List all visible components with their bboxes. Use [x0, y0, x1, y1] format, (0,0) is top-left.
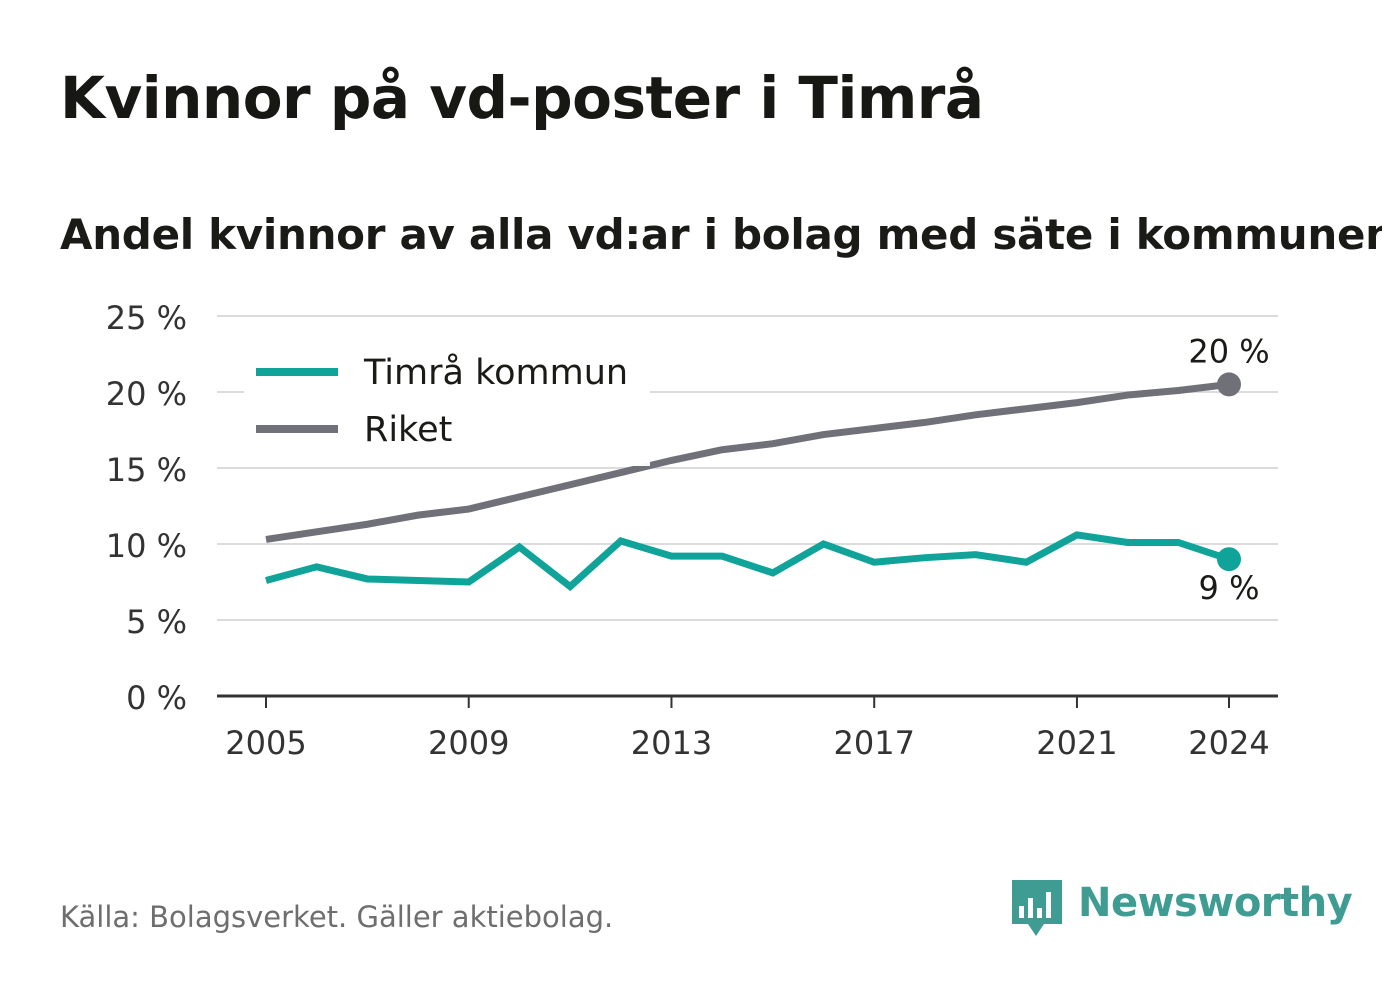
x-tick-label: 2021	[1036, 724, 1117, 762]
chart-subtitle: Andel kvinnor av alla vd:ar i bolag med …	[60, 210, 1382, 259]
end-label-timra: 9 %	[1199, 569, 1260, 607]
newsworthy-logo-icon	[1012, 880, 1062, 936]
series-lines	[265, 372, 1241, 592]
x-tick-label: 2009	[428, 724, 509, 762]
series-line-riket	[265, 380, 1230, 543]
x-tick-label: 2024	[1188, 724, 1269, 762]
source-note: Källa: Bolagsverket. Gäller aktiebolag.	[60, 900, 614, 934]
y-tick-label: 25 %	[106, 299, 187, 337]
chart-title: Kvinnor på vd-poster i Timrå	[60, 64, 984, 132]
x-tick-label: 2005	[225, 724, 306, 762]
y-tick-label: 15 %	[106, 451, 187, 489]
brand-logo[interactable]: Newsworthy	[1010, 878, 1353, 940]
end-point-riket	[1217, 372, 1241, 397]
legend: Timrå kommun Riket	[244, 340, 650, 466]
x-tick-label: 2013	[631, 724, 712, 762]
end-label-riket: 20 %	[1188, 332, 1269, 370]
y-tick-label: 5 %	[126, 603, 187, 641]
x-tick-label: 2017	[833, 724, 914, 762]
y-tick-label: 0 %	[126, 679, 187, 717]
end-labels: 20 % 9 %	[1188, 332, 1269, 607]
legend-label: Timrå kommun	[363, 352, 628, 393]
legend-label: Riket	[364, 410, 452, 450]
end-point-timra	[1217, 547, 1241, 572]
brand-name: Newsworthy	[1078, 880, 1353, 926]
y-tick-label: 20 %	[106, 375, 187, 413]
series-line-timra	[265, 531, 1231, 592]
x-axis: 2005 2009 2013 2017 2021 2024	[217, 694, 1278, 762]
y-axis-ticks: 0 % 5 % 10 % 15 % 20 % 25 %	[106, 299, 187, 717]
legend-background	[244, 340, 650, 466]
y-tick-label: 10 %	[106, 527, 187, 565]
